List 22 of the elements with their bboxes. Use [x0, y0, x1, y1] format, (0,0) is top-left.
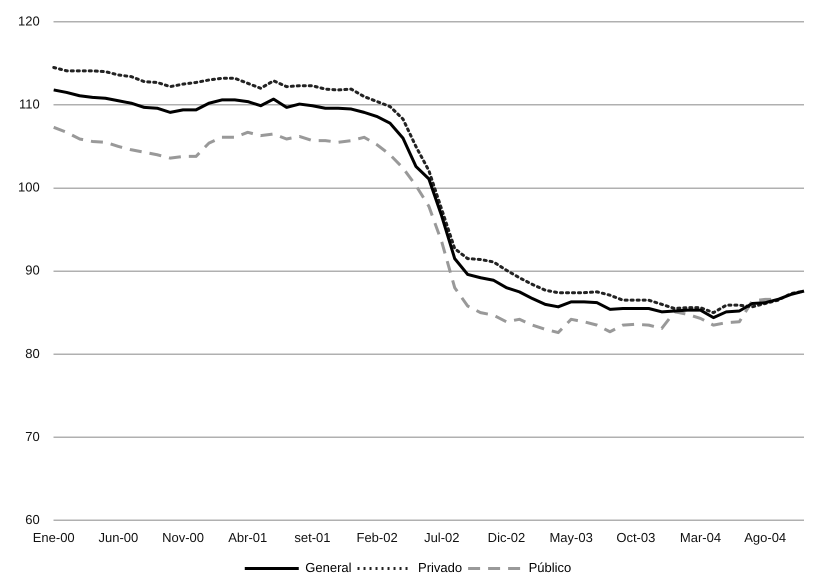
legend-label: General [305, 560, 352, 576]
x-tick-label: Dic-02 [488, 530, 526, 545]
x-tick-label: Ago-04 [744, 530, 786, 545]
y-tick-label: 80 [25, 346, 40, 361]
y-tick-label: 110 [18, 96, 40, 112]
y-tick-label: 100 [18, 180, 40, 195]
x-tick-label: Nov-00 [162, 530, 204, 545]
x-tick-label: Feb-02 [356, 530, 398, 545]
x-tick-label: Jul-02 [424, 530, 460, 545]
y-tick-label: 70 [25, 428, 40, 444]
x-tick-label: May-03 [549, 530, 593, 545]
x-tick-label: set-01 [294, 530, 330, 545]
x-tick-label: Ene-00 [32, 530, 75, 545]
y-tick-label: 120 [18, 13, 40, 28]
legend-label: Público [528, 560, 572, 576]
y-tick-label: 90 [25, 262, 40, 278]
legend-label: Privado [418, 560, 462, 576]
x-tick-label: Jun-00 [98, 530, 138, 545]
y-tick-label: 60 [25, 512, 40, 527]
x-tick-label: Mar-04 [680, 530, 722, 545]
x-tick-label: Oct-03 [616, 530, 656, 545]
x-tick-label: Abr-01 [228, 530, 268, 545]
